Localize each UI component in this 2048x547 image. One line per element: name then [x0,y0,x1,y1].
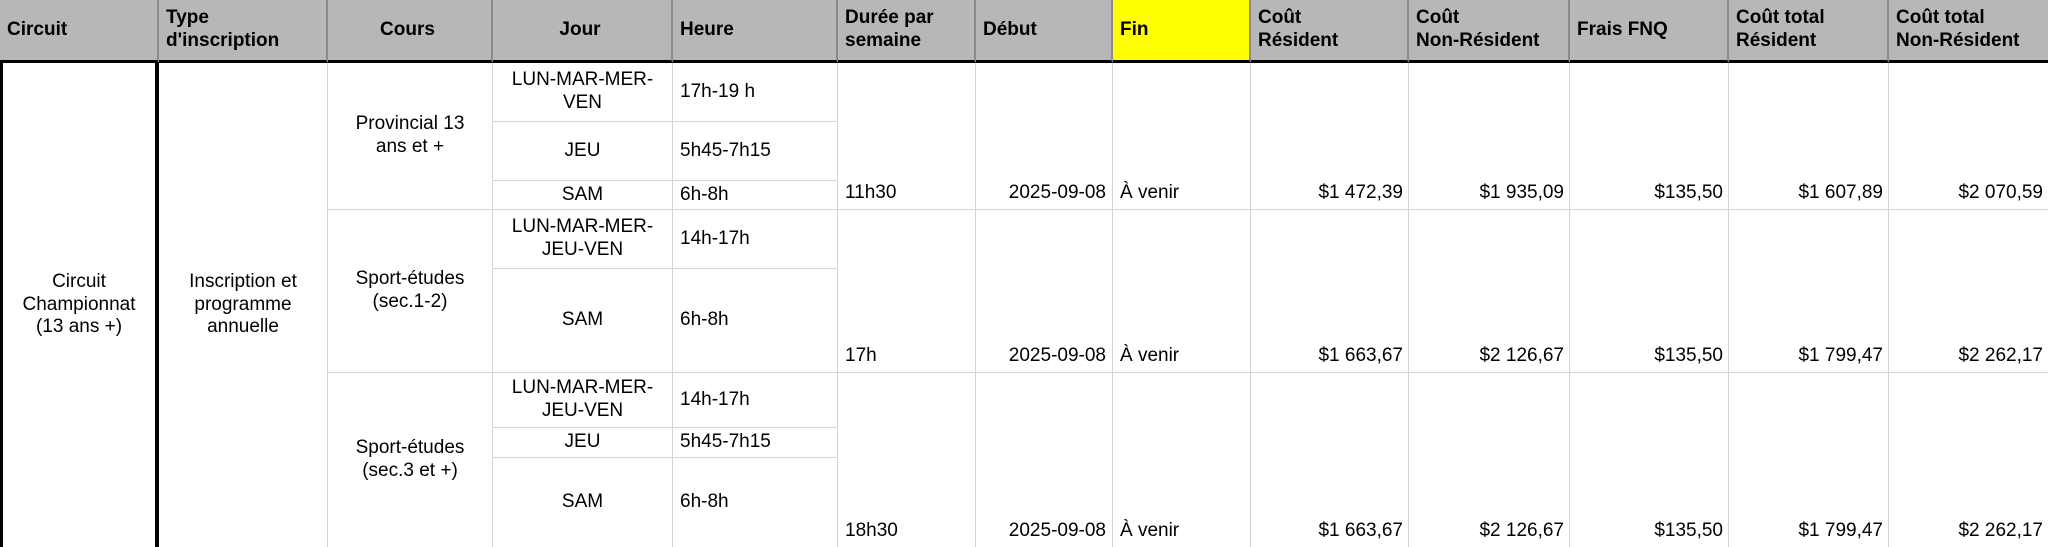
fin-cell[interactable]: À venir [1113,210,1251,373]
header-cell-debut[interactable]: Début [976,0,1113,63]
heure-cell[interactable]: 6h-8h [673,269,838,373]
heure-cell[interactable]: 14h-17h [673,373,838,428]
debut-cell[interactable]: 2025-09-08 [976,210,1113,373]
header-cell-circuit[interactable]: Circuit [0,0,159,63]
cout-non-resident-cell[interactable]: $2 126,67 [1409,373,1570,547]
jour-cell[interactable]: JEU [493,122,673,181]
type-inscription-cell[interactable]: Inscription et programme annuelle [159,63,328,547]
cours-cell[interactable]: Provincial 13 ans et + [328,63,493,210]
header-cell-duree-par-semaine[interactable]: Durée par semaine [838,0,976,63]
jour-cell[interactable]: SAM [493,458,673,547]
jour-cell[interactable]: SAM [493,269,673,373]
cout-resident-cell[interactable]: $1 663,67 [1251,210,1409,373]
jour-cell[interactable]: LUN-MAR-MER- VEN [493,63,673,122]
heure-cell[interactable]: 14h-17h [673,210,838,269]
cout-total-resident-cell[interactable]: $1 799,47 [1729,373,1889,547]
header-cell-cout-total-resident[interactable]: Coût total Résident [1729,0,1889,63]
cours-cell[interactable]: Sport-études (sec.3 et +) [328,373,493,547]
jour-cell[interactable]: LUN-MAR-MER- JEU-VEN [493,373,673,428]
jour-cell[interactable]: SAM [493,181,673,210]
header-cell-cout-resident[interactable]: Coût Résident [1251,0,1409,63]
cout-total-resident-cell[interactable]: $1 799,47 [1729,210,1889,373]
cout-total-non-resident-cell[interactable]: $2 262,17 [1889,210,2048,373]
fin-cell[interactable]: À venir [1113,373,1251,547]
frais-fnq-cell[interactable]: $135,50 [1570,373,1729,547]
cout-resident-cell[interactable]: $1 663,67 [1251,373,1409,547]
duree-cell[interactable]: 11h30 [838,63,976,210]
cout-total-non-resident-cell[interactable]: $2 070,59 [1889,63,2048,210]
duree-cell[interactable]: 18h30 [838,373,976,547]
fin-cell[interactable]: À venir [1113,63,1251,210]
frais-fnq-cell[interactable]: $135,50 [1570,63,1729,210]
jour-cell[interactable]: JEU [493,428,673,458]
cout-total-non-resident-cell[interactable]: $2 262,17 [1889,373,2048,547]
circuit-cell[interactable]: Circuit Championnat (13 ans +) [0,63,159,547]
cout-non-resident-cell[interactable]: $1 935,09 [1409,63,1570,210]
heure-cell[interactable]: 5h45-7h15 [673,428,838,458]
cout-resident-cell[interactable]: $1 472,39 [1251,63,1409,210]
heure-cell[interactable]: 17h-19 h [673,63,838,122]
frais-fnq-cell[interactable]: $135,50 [1570,210,1729,373]
debut-cell[interactable]: 2025-09-08 [976,63,1113,210]
debut-cell[interactable]: 2025-09-08 [976,373,1113,547]
cours-cell[interactable]: Sport-études (sec.1-2) [328,210,493,373]
heure-cell[interactable]: 6h-8h [673,181,838,210]
jour-cell[interactable]: LUN-MAR-MER- JEU-VEN [493,210,673,269]
header-cell-frais-fnq[interactable]: Frais FNQ [1570,0,1729,63]
cout-non-resident-cell[interactable]: $2 126,67 [1409,210,1570,373]
header-cell-cours[interactable]: Cours [328,0,493,63]
header-cell-cout-total-non-resident[interactable]: Coût total Non-Résident [1889,0,2048,63]
heure-cell[interactable]: 5h45-7h15 [673,122,838,181]
header-cell-heure[interactable]: Heure [673,0,838,63]
duree-cell[interactable]: 17h [838,210,976,373]
header-cell-jour[interactable]: Jour [493,0,673,63]
heure-cell[interactable]: 6h-8h [673,458,838,547]
header-cell-type-inscription[interactable]: Type d'inscription [159,0,328,63]
cout-total-resident-cell[interactable]: $1 607,89 [1729,63,1889,210]
header-cell-fin-highlighted[interactable]: Fin [1113,0,1251,63]
header-cell-cout-non-resident[interactable]: Coût Non-Résident [1409,0,1570,63]
